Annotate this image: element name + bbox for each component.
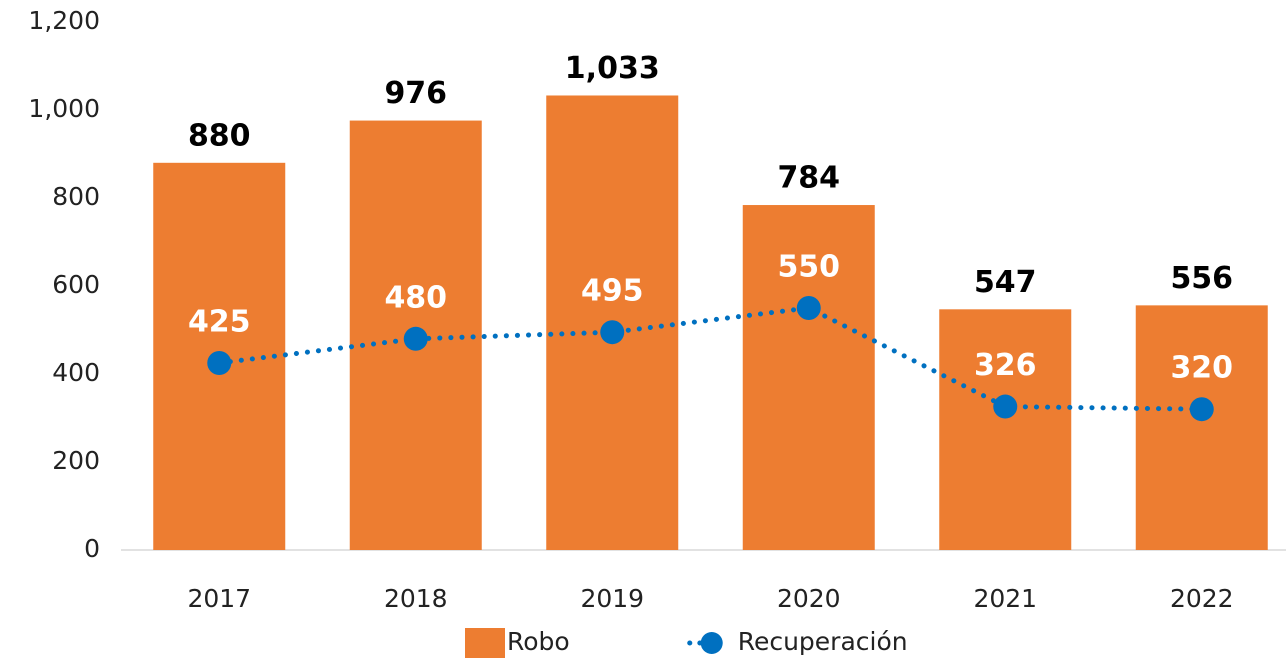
bar-value-label: 784 (777, 161, 840, 196)
legend-label: Recuperación (738, 627, 908, 656)
line-value-label: 495 (581, 274, 644, 309)
x-tick-label: 2022 (1170, 584, 1234, 613)
line-marker (993, 394, 1018, 419)
line-value-label: 425 (188, 305, 251, 340)
line-marker (1189, 397, 1214, 422)
x-tick-label: 2017 (187, 584, 251, 613)
x-tick-label: 2020 (777, 584, 841, 613)
bar-value-label: 976 (384, 76, 447, 111)
line-value-label: 320 (1170, 351, 1233, 386)
bar-value-label: 556 (1170, 261, 1233, 296)
legend-label: Robo (507, 627, 570, 656)
line-marker (403, 326, 428, 351)
y-tick-label: 0 (84, 534, 100, 563)
line (216, 305, 1205, 412)
y-tick-label: 800 (52, 182, 100, 211)
bar (1135, 305, 1268, 550)
y-tick-label: 1,000 (28, 94, 100, 123)
bar-value-label: 547 (974, 265, 1037, 300)
legend-marker (700, 632, 723, 654)
y-tick-label: 400 (52, 358, 100, 387)
legend-swatch (465, 628, 505, 658)
bar (939, 309, 1072, 550)
line-marker (207, 351, 232, 375)
line-value-label: 480 (384, 280, 447, 315)
line-marker (600, 320, 625, 345)
bar-value-label: 880 (188, 118, 251, 153)
y-tick-label: 600 (52, 270, 100, 299)
line-marker (796, 296, 821, 320)
x-tick-label: 2021 (973, 584, 1037, 613)
y-tick-label: 200 (52, 446, 100, 475)
bar (742, 205, 875, 551)
x-tick-label: 2019 (580, 584, 644, 613)
x-tick-label: 2018 (384, 584, 448, 613)
line-value-label: 326 (974, 348, 1037, 383)
bar-value-label: 1,033 (565, 51, 660, 86)
y-tick-label: 1,200 (28, 6, 100, 35)
line-value-label: 550 (777, 250, 840, 285)
